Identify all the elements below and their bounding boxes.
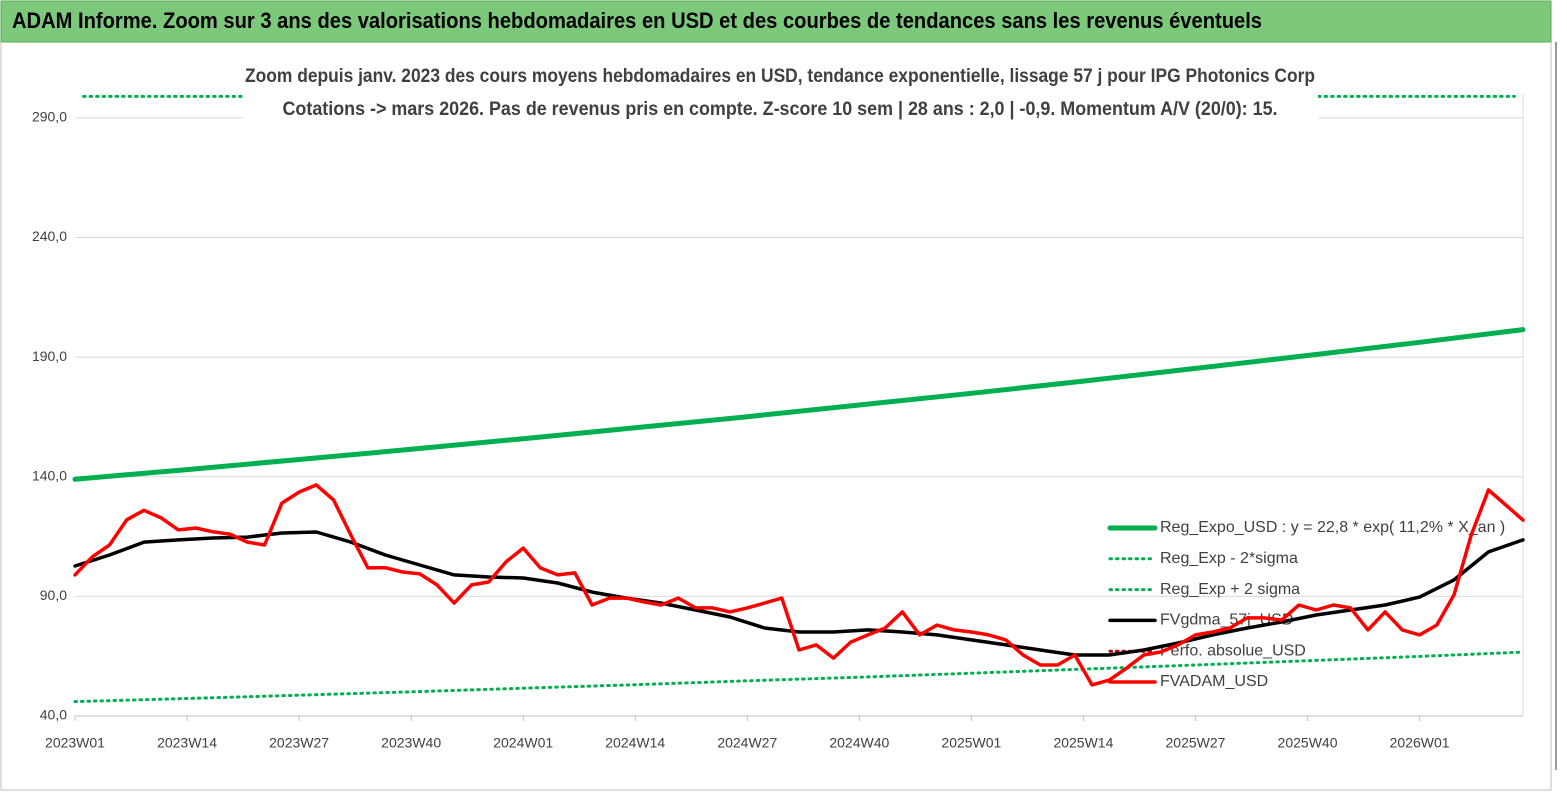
legend-label: Reg_Expo_USD : y = 22,8 * exp( 11,2% * X… (1160, 519, 1505, 536)
legend-label: Perfo. absolue_USD (1160, 642, 1306, 659)
title-box (243, 58, 1318, 128)
header-bar (0, 0, 1552, 43)
series-line (73, 650, 1525, 704)
x-tick-label: 2024W14 (605, 735, 665, 751)
x-tick-label: 2024W01 (493, 735, 553, 751)
x-tick-label: 2023W40 (381, 735, 441, 751)
x-tick-label: 2025W40 (1278, 735, 1338, 751)
plot-area: 40,0 90,0 140,0 190,0 240,0 290,0 2023W01 2023W… (32, 94, 1526, 751)
y-tick-label: 240,0 (32, 228, 67, 244)
x-tick-label: 2024W40 (829, 735, 889, 751)
legend-label: Reg_Exp + 2 sigma (1160, 581, 1300, 598)
chart-subtitle: Cotations -> mars 2026. Pas de revenus p… (283, 99, 1278, 120)
legend-label: FVADAM_USD (1160, 673, 1268, 690)
x-tick-label: 2023W01 (45, 735, 105, 751)
x-tick-label: 2023W14 (157, 735, 217, 751)
x-tick-label: 2026W01 (1390, 735, 1450, 751)
x-tick-label: 2025W01 (941, 735, 1001, 751)
x-tick-label: 2023W27 (269, 735, 329, 751)
y-tick-label: 190,0 (32, 348, 67, 364)
legend-label: Reg_Exp - 2*sigma (1160, 550, 1298, 567)
y-tick-label: 40,0 (40, 707, 67, 723)
y-tick-label: 140,0 (32, 467, 67, 483)
header-title: ADAM Informe. Zoom sur 3 ans des valoris… (12, 8, 1262, 33)
series-line (73, 483, 1525, 687)
series-line (73, 530, 1525, 657)
x-tick-label: 2024W27 (717, 735, 777, 751)
x-tick-label: 2025W14 (1053, 735, 1113, 751)
y-tick-label: 90,0 (40, 587, 67, 603)
chart-title: Zoom depuis janv. 2023 des cours moyens … (245, 66, 1315, 87)
series-line (72, 327, 1526, 482)
x-tick-label: 2025W27 (1166, 735, 1226, 751)
y-tick-label: 290,0 (32, 109, 67, 125)
